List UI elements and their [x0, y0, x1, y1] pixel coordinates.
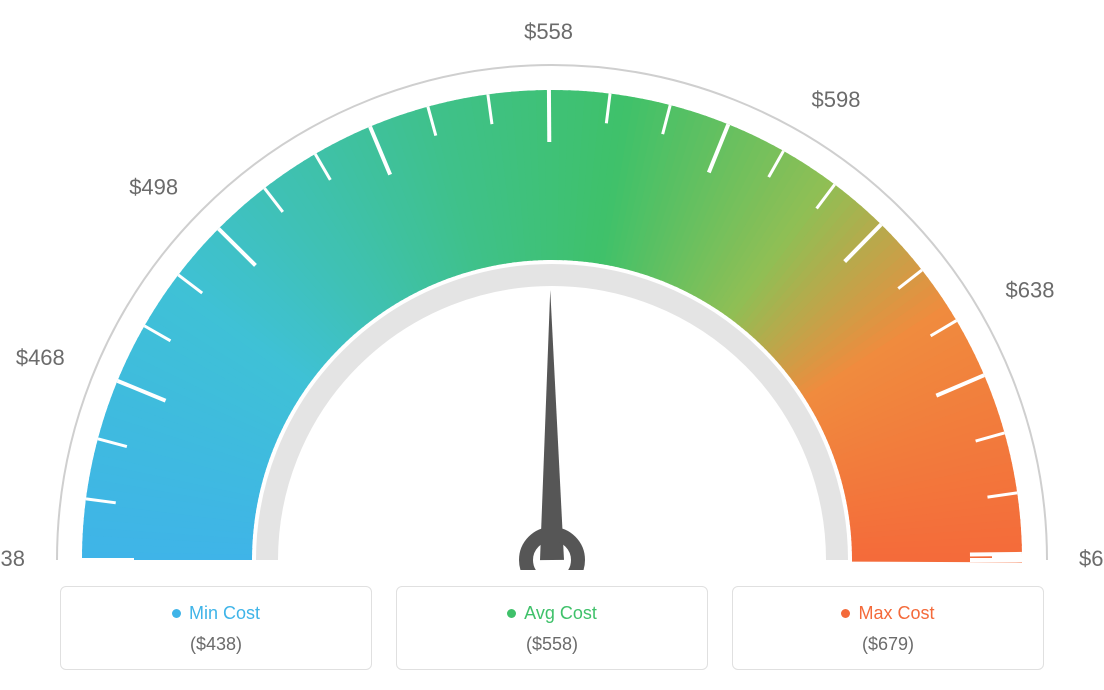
legend-label-avg: Avg Cost: [524, 603, 597, 624]
legend-label-max: Max Cost: [858, 603, 934, 624]
legend-dot-max: [841, 609, 850, 618]
legend-label-min: Min Cost: [189, 603, 260, 624]
svg-text:$558: $558: [524, 19, 573, 44]
svg-text:$468: $468: [16, 345, 65, 370]
legend-value-avg: ($558): [409, 634, 695, 655]
legend-card-max: Max Cost ($679): [732, 586, 1044, 670]
legend-dot-min: [172, 609, 181, 618]
cost-gauge-chart: $438 $468 $498 $558 $598 $638 $679 Min Cost ($…: [0, 0, 1104, 690]
gauge-svg: $438 $468 $498 $558 $598 $638 $679: [0, 0, 1104, 570]
legend-card-avg: Avg Cost ($558): [396, 586, 708, 670]
legend-row: Min Cost ($438) Avg Cost ($558) Max Cost…: [0, 586, 1104, 670]
legend-dot-avg: [507, 609, 516, 618]
svg-text:$598: $598: [812, 87, 861, 112]
legend-card-min: Min Cost ($438): [60, 586, 372, 670]
svg-text:$498: $498: [129, 174, 178, 199]
svg-text:$679: $679: [1079, 546, 1104, 570]
legend-value-max: ($679): [745, 634, 1031, 655]
svg-text:$638: $638: [1006, 277, 1055, 302]
legend-value-min: ($438): [73, 634, 359, 655]
svg-text:$438: $438: [0, 546, 25, 570]
